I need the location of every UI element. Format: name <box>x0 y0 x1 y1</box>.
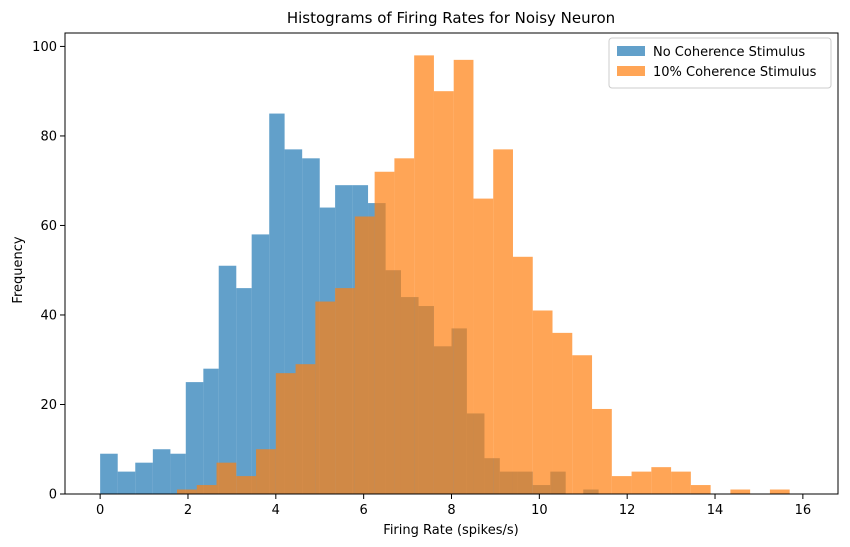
histogram-bar-series-1-bin-20 <box>572 355 593 494</box>
x-tick-label-5: 10 <box>531 503 548 518</box>
histogram-bar-series-1-bin-11 <box>394 158 415 494</box>
x-tick-label-0: 0 <box>96 503 104 518</box>
x-tick-label-3: 6 <box>360 503 368 518</box>
histogram-bar-series-1-bin-12 <box>414 55 434 494</box>
histogram-bar-series-0-bin-5 <box>185 382 204 494</box>
histogram-bar-series-1-bin-16 <box>493 149 513 494</box>
histogram-bar-series-1-bin-9 <box>354 216 375 494</box>
y-tick-label-2: 40 <box>40 308 57 323</box>
legend-swatch-1 <box>617 66 645 76</box>
histogram-bar-series-0-bin-1 <box>117 471 136 494</box>
histogram-bar-series-0-bin-9 <box>251 234 270 494</box>
histogram-bar-series-1-bin-25 <box>671 471 691 494</box>
histogram-bar-series-1-bin-21 <box>592 408 612 494</box>
histogram-bar-series-1-bin-6 <box>295 364 316 494</box>
histogram-bar-series-1-bin-4 <box>256 449 276 494</box>
legend-label-1: 10% Coherence Stimulus <box>653 65 817 80</box>
histogram-bar-series-0-bin-3 <box>152 449 171 494</box>
histogram-bar-series-1-bin-18 <box>532 310 553 494</box>
histogram-bar-series-1-bin-1 <box>196 485 217 494</box>
y-tick-label-1: 20 <box>40 398 57 413</box>
histogram-bar-series-1-bin-14 <box>453 59 474 494</box>
histogram-bar-series-1-bin-17 <box>512 256 533 494</box>
histogram-bar-series-0-bin-2 <box>135 462 153 494</box>
axes-layer: 0 2 4 6 8 10 12 14 16 0 20 40 60 80 100 <box>32 32 839 518</box>
histogram-bar-series-1-bin-0 <box>177 489 197 494</box>
histogram-bar-series-1-bin-8 <box>335 288 355 494</box>
y-tick-label-4: 80 <box>40 129 57 144</box>
histogram-bar-series-0-bin-8 <box>236 288 252 494</box>
histogram-bar-series-1-bin-2 <box>216 462 237 494</box>
y-tick-label-5: 100 <box>32 40 57 55</box>
histogram-bar-series-1-bin-13 <box>433 91 454 495</box>
legend: No Coherence Stimulus 10% Coherence Stimu… <box>608 37 832 89</box>
histogram-bar-series-1-bin-30 <box>769 489 790 494</box>
histogram-bar-series-1-bin-7 <box>315 301 336 494</box>
histogram-bar-series-1-bin-28 <box>730 489 751 494</box>
histogram-bar-series-1-bin-22 <box>611 476 632 494</box>
histogram-bar-series-1-bin-3 <box>236 476 257 494</box>
histogram-bar-series-1-bin-5 <box>275 373 296 494</box>
histogram-bar-series-1-bin-26 <box>690 485 711 494</box>
y-tick-label-3: 60 <box>40 219 57 234</box>
histogram-bar-series-1-bin-23 <box>631 471 652 494</box>
y-axis-label: Frequency <box>11 236 26 303</box>
histogram-bar-series-1-bin-19 <box>552 332 573 494</box>
legend-box <box>608 37 832 89</box>
histogram-bar-series-1-bin-24 <box>651 467 672 494</box>
x-tick-label-4: 8 <box>447 503 455 518</box>
x-tick-label-8: 16 <box>795 503 812 518</box>
legend-swatch-0 <box>617 46 645 56</box>
x-tick-label-1: 2 <box>184 503 192 518</box>
bars-layer <box>100 55 790 495</box>
x-axis-label: Firing Rate (spikes/s) <box>383 523 518 538</box>
histogram-bar-series-1-bin-15 <box>473 198 494 494</box>
histogram-bar-series-0-bin-6 <box>203 368 219 494</box>
chart-title: Histograms of Firing Rates for Noisy Neu… <box>287 9 615 27</box>
histogram-bar-series-0-bin-4 <box>170 453 186 494</box>
legend-label-0: No Coherence Stimulus <box>653 45 805 60</box>
x-tick-label-7: 14 <box>707 503 724 518</box>
y-tick-label-0: 0 <box>49 488 57 503</box>
x-tick-label-6: 12 <box>619 503 636 518</box>
x-tick-label-2: 4 <box>272 503 280 518</box>
histogram-bar-series-0-bin-7 <box>218 265 237 494</box>
histogram-bar-series-0-bin-0 <box>100 453 118 494</box>
histogram-bar-series-1-bin-10 <box>374 171 395 494</box>
